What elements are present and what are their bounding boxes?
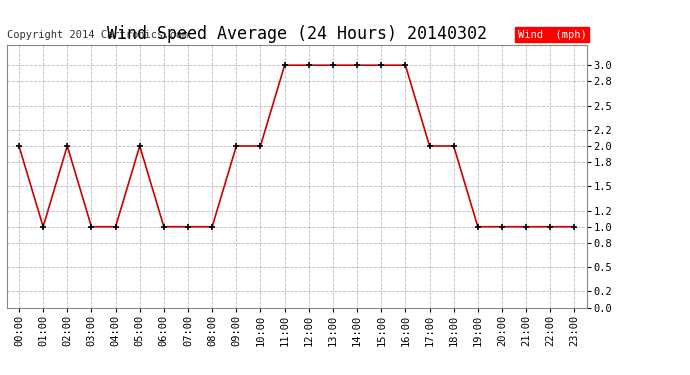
Text: Wind  (mph): Wind (mph) [518,30,586,40]
Title: Wind Speed Average (24 Hours) 20140302: Wind Speed Average (24 Hours) 20140302 [107,26,486,44]
Text: Copyright 2014 Cartronics.com: Copyright 2014 Cartronics.com [7,30,188,40]
